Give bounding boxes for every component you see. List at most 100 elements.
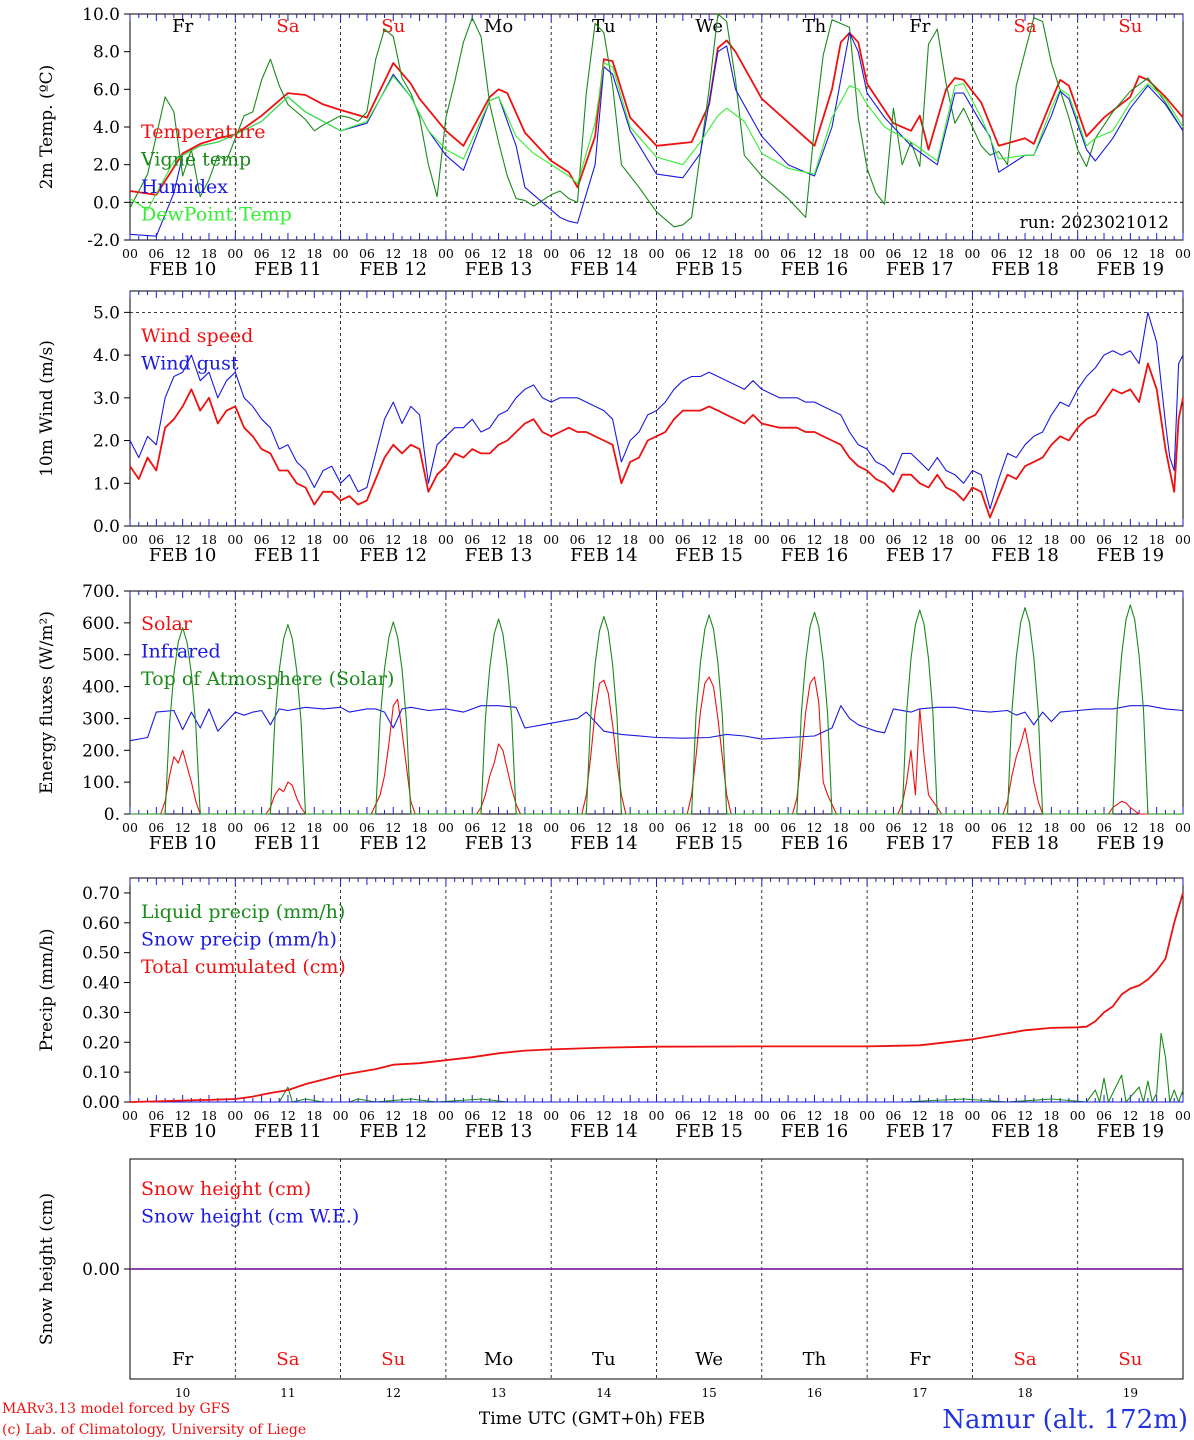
weekday-label: Sa [276, 16, 299, 37]
x-hour-label: 00 [333, 1108, 349, 1123]
x-hour-label: 18 [306, 246, 322, 261]
x-hour-label: 18 [1043, 532, 1059, 547]
x-hour-label: 00 [543, 246, 559, 261]
x-date-label: FEB 11 [254, 545, 321, 566]
x-hour-label: 06 [359, 1108, 375, 1123]
x-hour-label: 06 [675, 532, 691, 547]
y-tick-label: 200. [82, 741, 120, 761]
x-hour-label: 00 [122, 1108, 138, 1123]
x-hour-label: 18 [1149, 246, 1165, 261]
x-date-label: FEB 15 [675, 545, 742, 566]
x-hour-label: 00 [333, 246, 349, 261]
x-hour-label: 00 [649, 246, 665, 261]
x-hour-label: 06 [254, 820, 270, 835]
x-hour-label: 12 [701, 246, 717, 261]
x-hour-label: 00 [438, 820, 454, 835]
x-hour-label: 12 [491, 1108, 507, 1123]
x-date-label: FEB 19 [1097, 545, 1164, 566]
x-hour-label: 18 [306, 532, 322, 547]
x-date-label: FEB 14 [570, 259, 637, 280]
x-hour-label: 18 [201, 820, 217, 835]
x-hour-label: 06 [675, 1108, 691, 1123]
x-hour-label: 18 [728, 820, 744, 835]
x-hour-label: 12 [912, 1108, 928, 1123]
y-tick-label: 0.70 [82, 884, 120, 904]
x-hour-label: 06 [254, 246, 270, 261]
x-hour-label: 00 [1175, 246, 1191, 261]
y-tick-label: 8.0 [93, 43, 120, 63]
y-tick-label: 4.0 [93, 346, 120, 366]
y-axis-label: 2m Temp. (ºC) [37, 65, 57, 190]
y-tick-label: 1.0 [93, 474, 120, 494]
x-date-label: FEB 14 [570, 1121, 637, 1142]
weekday-label: Th [803, 1349, 827, 1370]
y-tick-label: 4.0 [93, 118, 120, 138]
x-day-number: 12 [386, 1386, 401, 1400]
x-hour-label: 00 [333, 820, 349, 835]
x-date-label: FEB 10 [149, 833, 216, 854]
x-date-label: FEB 19 [1097, 1121, 1164, 1142]
weekday-label: Tu [592, 1349, 616, 1370]
x-hour-label: 06 [885, 532, 901, 547]
x-date-label: FEB 17 [886, 545, 953, 566]
x-date-label: FEB 13 [465, 259, 532, 280]
x-hour-label: 18 [517, 532, 533, 547]
x-date-label: FEB 15 [675, 259, 742, 280]
x-date-label: FEB 11 [254, 259, 321, 280]
legend-entry: Infrared [141, 641, 221, 663]
x-hour-label: 00 [1175, 1108, 1191, 1123]
x-hour-label: 00 [964, 1108, 980, 1123]
weekday-label: Tu [592, 16, 616, 37]
y-tick-label: 0.0 [93, 193, 120, 213]
x-hour-label: 18 [833, 532, 849, 547]
panel-temp: -2.0 0.0 2.0 4.0 6.0 8.0 10.0 2m Temp. (ºC) 00 06… [37, 5, 1191, 280]
x-hour-label: 06 [148, 1108, 164, 1123]
weekday-label: Su [381, 16, 405, 37]
y-tick-label: 0.10 [82, 1063, 120, 1083]
x-hour-label: 18 [412, 532, 428, 547]
legend-entry: Vigne temp [140, 149, 251, 171]
x-hour-label: 18 [833, 1108, 849, 1123]
x-hour-label: 18 [1149, 532, 1165, 547]
x-hour-label: 18 [728, 246, 744, 261]
series-line-wind-speed [129, 362, 1184, 519]
weekday-label: Fr [909, 16, 930, 37]
x-hour-label: 06 [1096, 1108, 1112, 1123]
x-hour-label: 18 [201, 1108, 217, 1123]
weekday-label: Su [1118, 16, 1142, 37]
x-date-label: FEB 14 [570, 833, 637, 854]
legend-entry: Top of Atmosphere (Solar) [141, 668, 394, 690]
legend-entry: Snow height (cm W.E.) [141, 1206, 359, 1228]
x-hour-label: 06 [570, 246, 586, 261]
x-hour-label: 12 [280, 246, 296, 261]
x-hour-label: 00 [1070, 1108, 1086, 1123]
y-tick-label: 600. [82, 614, 120, 634]
x-hour-label: 06 [885, 1108, 901, 1123]
x-day-number: 18 [1017, 1386, 1032, 1400]
weekday-label: Su [381, 1349, 405, 1370]
x-hour-label: 18 [412, 246, 428, 261]
x-day-number: 15 [702, 1386, 717, 1400]
x-hour-label: 06 [359, 820, 375, 835]
x-hour-label: 06 [464, 532, 480, 547]
x-hour-label: 06 [675, 246, 691, 261]
x-date-label: FEB 12 [360, 833, 427, 854]
x-hour-label: 18 [622, 1108, 638, 1123]
x-hour-label: 12 [596, 246, 612, 261]
x-date-label: FEB 13 [465, 1121, 532, 1142]
x-hour-label: 00 [754, 532, 770, 547]
x-hour-label: 12 [912, 532, 928, 547]
y-tick-label: 300. [82, 709, 120, 729]
x-hour-label: 00 [964, 532, 980, 547]
x-date-label: FEB 17 [886, 1121, 953, 1142]
x-hour-label: 18 [201, 532, 217, 547]
x-hour-label: 06 [254, 1108, 270, 1123]
x-date-label: FEB 10 [149, 259, 216, 280]
footer-model-credit: MARv3.13 model forced by GFS [2, 1401, 230, 1417]
x-hour-label: 12 [1017, 246, 1033, 261]
weekday-label: Su [1118, 1349, 1142, 1370]
x-hour-label: 06 [780, 820, 796, 835]
series-line-vigne-temp [129, 13, 1184, 228]
x-hour-label: 00 [964, 820, 980, 835]
series-line-wind-gust [129, 311, 1184, 510]
